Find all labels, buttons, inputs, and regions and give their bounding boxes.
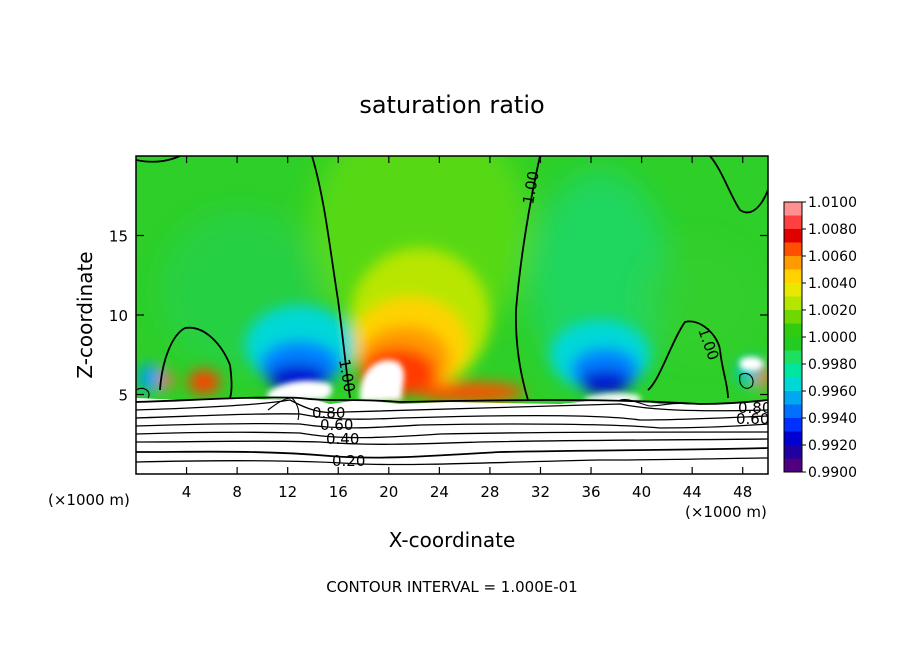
contour-label: 1.00 (519, 170, 543, 206)
colorbar-label: 1.0060 (808, 249, 857, 265)
colorbar-swatch (784, 269, 802, 284)
colorbar-swatch (784, 350, 802, 365)
x-tick-label: 32 (531, 483, 550, 501)
x-tick-label: 4 (182, 483, 192, 501)
contour-label: 0.20 (332, 452, 365, 470)
y-tick-label: 15 (109, 228, 128, 246)
x-axis-label: X-coordinate (389, 528, 516, 552)
colorbar-swatch (784, 431, 802, 446)
x-tick-label: 28 (480, 483, 499, 501)
contour-label: 0.40 (326, 430, 359, 448)
colorbar-label: 1.0080 (808, 222, 857, 238)
x-unit-label-right: (×1000 m) (685, 503, 767, 521)
contour-label: 0.80 (312, 404, 345, 422)
x-tick-label: 20 (379, 483, 398, 501)
y-tick-label: 5 (118, 387, 128, 405)
colorbar-label: 0.9900 (808, 465, 857, 481)
x-tick-label: 48 (733, 483, 752, 501)
colorbar-label: 1.0100 (808, 195, 857, 211)
colorbar-swatch (784, 323, 802, 338)
x-tick-label: 24 (430, 483, 449, 501)
colorbar-label: 1.0020 (808, 303, 857, 319)
colorbar-swatch (784, 391, 802, 405)
contour-interval-note: CONTOUR INTERVAL = 1.000E-01 (326, 578, 577, 596)
colorbar-swatch (784, 337, 802, 351)
colorbar-swatch (784, 202, 802, 216)
colorbar-label: 0.9960 (808, 384, 857, 400)
x-tick-label: 36 (581, 483, 600, 501)
colorbar-label: 1.0040 (808, 276, 857, 292)
contour-label-group: 1.00 1.00 1.00 0.80 0.60 0.40 0.20 0.80 … (312, 170, 771, 470)
colorbar-label: 0.9980 (808, 357, 857, 373)
colorbar-swatch (784, 283, 802, 297)
colorbar-swatch (784, 242, 802, 257)
x-axis: 4 8 12 16 20 24 28 32 36 40 44 48 (182, 156, 752, 501)
colorbar-swatch (784, 310, 802, 324)
colorbar-swatch (784, 364, 802, 378)
lower-region (136, 396, 768, 474)
y-tick-label: 10 (109, 307, 128, 325)
contour-label: 1.00 (335, 358, 359, 394)
colorbar-label: 1.0000 (808, 330, 857, 346)
plot-area: 1.00 1.00 1.00 0.80 0.60 0.40 0.20 0.80 … (136, 156, 771, 474)
x-tick-label: 44 (683, 483, 702, 501)
colorbar-swatch (784, 404, 802, 419)
contour-lines (136, 156, 768, 466)
colorbar-swatch (784, 296, 802, 311)
colorbar-swatch (784, 377, 802, 392)
chart-title: saturation ratio (359, 91, 544, 119)
x-tick-label: 12 (278, 483, 297, 501)
colorbar-swatch (784, 445, 802, 459)
x-tick-label: 40 (632, 483, 651, 501)
contour-label: 0.60 (736, 410, 769, 428)
colorbar: 1.0100 1.0080 1.0060 1.0040 1.0020 1.0000 0.99… (783, 195, 857, 481)
y-axis: 5 10 15 (109, 228, 768, 405)
y-axis-label: Z-coordinate (73, 251, 97, 378)
colorbar-label: 0.9920 (808, 438, 857, 454)
contour-label: 0.60 (320, 416, 353, 434)
colorbar-label: 0.9940 (808, 411, 857, 427)
x-unit-label-left: (×1000 m) (48, 491, 130, 509)
colorbar-swatch (784, 215, 802, 230)
contour-label: 0.80 (738, 399, 771, 417)
x-tick-label: 16 (329, 483, 348, 501)
x-tick-label: 8 (232, 483, 242, 501)
colorbar-swatch (784, 229, 802, 243)
colorbar-swatch (784, 458, 802, 473)
colorbar-swatch (784, 256, 802, 270)
colorbar-swatch (784, 418, 802, 432)
